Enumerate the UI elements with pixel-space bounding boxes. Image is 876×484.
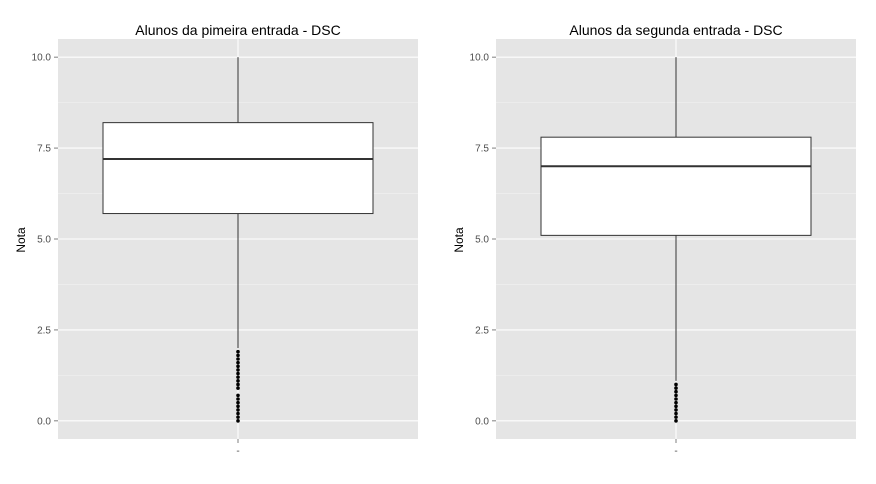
outlier-point [236, 379, 240, 383]
outlier-point [236, 368, 240, 372]
y-tick-label: 2.5 [475, 325, 489, 336]
outlier-point [674, 404, 678, 409]
outlier-point [674, 400, 678, 405]
outlier-point [236, 411, 240, 416]
x-tick-label: - [236, 446, 239, 457]
outlier-point [674, 411, 678, 416]
outlier-point [674, 389, 678, 394]
outlier-point [236, 400, 240, 405]
outlier-point [236, 404, 240, 409]
outlier-point [236, 419, 240, 423]
y-tick-label: 0.0 [475, 416, 489, 427]
chart-title: Alunos da pimeira entrada - DSC [135, 22, 340, 38]
y-tick-label: 5.0 [475, 235, 489, 246]
outlier-point [674, 386, 678, 390]
chart-panel-second-entry: Alunos da segunda entrada - DSC Nota 0.0… [452, 22, 856, 457]
y-tick-label: 10.0 [32, 53, 52, 64]
y-tick-label: 0.0 [37, 416, 51, 427]
y-tick-label: 7.5 [475, 144, 489, 155]
outlier-point [236, 408, 240, 412]
outlier-point [236, 371, 240, 376]
outlier-point [236, 357, 240, 361]
outlier-point [236, 360, 240, 365]
outlier-point [236, 386, 240, 390]
outlier-point [236, 415, 240, 419]
outlier-point [674, 393, 678, 398]
outlier-point [236, 375, 240, 379]
outlier-point [236, 382, 240, 387]
outlier-point [674, 382, 678, 387]
chart-title: Alunos da segunda entrada - DSC [569, 22, 782, 38]
outlier-point [236, 393, 240, 398]
y-axis-label: Nota [452, 227, 466, 253]
y-tick-label: 10.0 [470, 53, 490, 64]
y-axis-label: Nota [14, 227, 28, 253]
interquartile-box [540, 136, 812, 236]
outlier-point [674, 415, 678, 419]
interquartile-box [102, 122, 374, 215]
outlier-point [674, 419, 678, 423]
outlier-point [236, 349, 240, 354]
outlier-point [236, 364, 240, 369]
outlier-point [674, 397, 678, 401]
y-tick-label: 2.5 [37, 325, 51, 336]
chart-panel-first-entry: Alunos da pimeira entrada - DSC Nota 0.0… [14, 22, 418, 457]
outlier-point [674, 408, 678, 412]
y-tick-label: 7.5 [37, 144, 51, 155]
outlier-point [236, 397, 240, 401]
x-tick-label: - [674, 446, 677, 457]
outlier-point [236, 353, 240, 358]
y-tick-label: 5.0 [37, 235, 51, 246]
